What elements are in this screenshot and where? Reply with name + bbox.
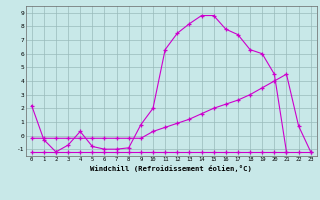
X-axis label: Windchill (Refroidissement éolien,°C): Windchill (Refroidissement éolien,°C) bbox=[90, 165, 252, 172]
